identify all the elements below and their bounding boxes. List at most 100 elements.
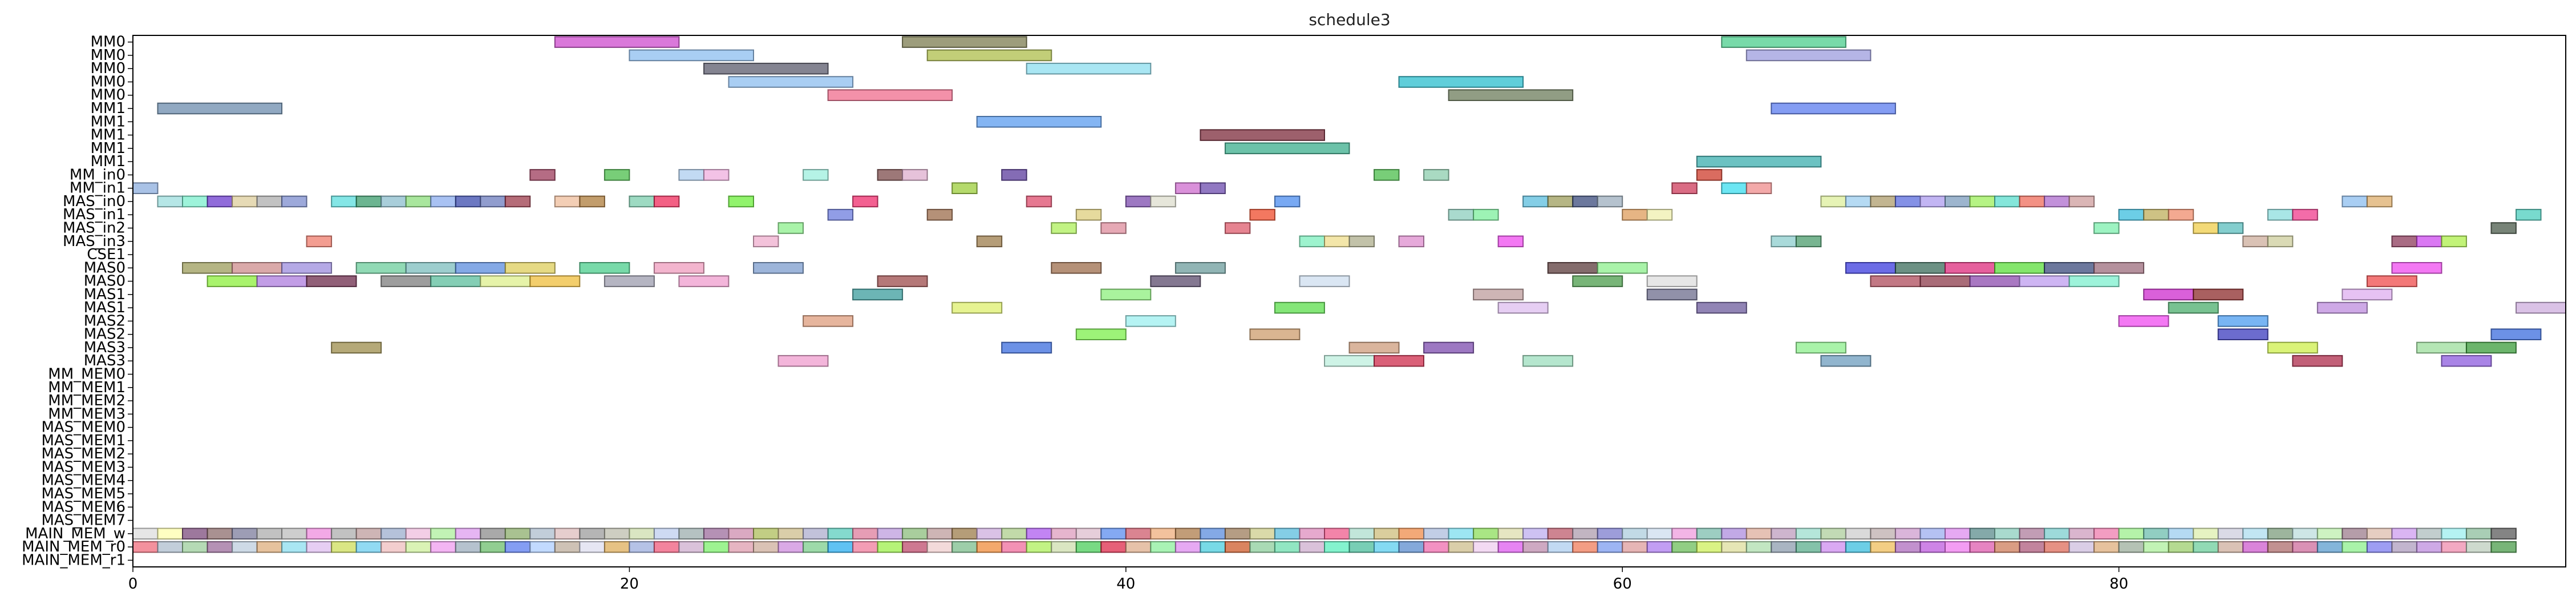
row-label: MM0: [91, 60, 125, 77]
task-bar: [2465, 541, 2492, 553]
task-bar: [2019, 528, 2046, 540]
task-bar: [182, 195, 208, 208]
task-bar: [678, 275, 730, 287]
task-bar: [554, 541, 581, 553]
task-bar: [2168, 301, 2219, 314]
task-bar: [1324, 541, 1350, 553]
task-bar: [2391, 235, 2417, 248]
task-bar: [728, 528, 754, 540]
task-bar: [1597, 262, 1648, 274]
task-bar: [1299, 528, 1325, 540]
task-bar: [1299, 275, 1350, 287]
row-label: MAS2: [84, 312, 125, 329]
task-bar: [902, 541, 928, 553]
task-bar: [728, 541, 754, 553]
task-bar: [1423, 528, 1449, 540]
task-bar: [1051, 262, 1102, 274]
row-label: MAIN_MEM_r0: [22, 538, 125, 555]
task-bar: [902, 528, 928, 540]
row-label: MAS1: [84, 299, 125, 316]
row-label: MAS3: [84, 339, 125, 356]
task-bar: [554, 36, 680, 48]
plot-frame: [132, 35, 2566, 567]
task-bar: [529, 528, 556, 540]
task-bar: [2490, 328, 2542, 341]
row-label: MAS_MEM5: [41, 485, 125, 502]
task-bar: [1894, 262, 1946, 274]
task-bar: [2217, 541, 2244, 553]
task-bar: [1696, 528, 1723, 540]
task-bar: [1001, 541, 1027, 553]
task-bar: [1547, 262, 1598, 274]
task-bar: [232, 541, 258, 553]
task-bar: [2242, 235, 2269, 248]
task-bar: [256, 195, 283, 208]
task-bar: [132, 541, 159, 553]
row-label: MAS_in1: [63, 206, 125, 223]
task-bar: [1150, 195, 1176, 208]
row-label: MM1: [91, 113, 125, 130]
task-bar: [1497, 301, 1549, 314]
task-bar: [2118, 208, 2145, 221]
row-labels: MM0MM0MM0MM0MM0MM1MM1MM1MM1MM1MM_in0MM_i…: [22, 34, 133, 569]
row-label: MM1: [91, 153, 125, 170]
task-bar: [1051, 541, 1077, 553]
task-bar: [2242, 541, 2269, 553]
task-bar: [1200, 541, 1226, 553]
task-bar: [1026, 528, 1052, 540]
row-label: MM_MEM3: [48, 405, 125, 422]
task-bar: [629, 195, 655, 208]
task-bar: [1745, 528, 1772, 540]
task-bar: [504, 541, 531, 553]
task-bar: [1497, 235, 1524, 248]
task-bar: [1125, 541, 1152, 553]
row-label: MAS0: [84, 273, 125, 290]
task-bar: [1348, 341, 1400, 354]
task-bar: [827, 89, 953, 101]
task-bar: [1125, 195, 1152, 208]
task-bar: [2292, 355, 2343, 367]
task-bar: [777, 355, 829, 367]
task-bar: [604, 528, 630, 540]
task-bar: [1622, 541, 1648, 553]
task-bar: [1473, 288, 1524, 301]
task-bar: [1224, 222, 1251, 234]
task-bar: [2316, 301, 2368, 314]
task-bar: [1721, 528, 1747, 540]
task-bar: [1324, 355, 1375, 367]
task-bar: [256, 541, 283, 553]
task-bar: [1224, 528, 1251, 540]
task-bar: [1001, 528, 1027, 540]
row-label: MM0: [91, 47, 125, 64]
task-bar: [1473, 541, 1499, 553]
task-bar: [1845, 541, 1872, 553]
task-bar: [703, 62, 829, 75]
task-bar: [1646, 541, 1673, 553]
task-bar: [1274, 528, 1301, 540]
task-bar: [2143, 528, 2169, 540]
task-bar: [157, 195, 183, 208]
task-bar: [1324, 235, 1350, 248]
task-bar: [554, 195, 581, 208]
task-bar: [2068, 541, 2095, 553]
task-bar: [1894, 528, 1921, 540]
task-bar: [430, 195, 456, 208]
task-bar: [1174, 541, 1201, 553]
row-label: MAS_MEM3: [41, 458, 125, 476]
task-bar: [1547, 541, 1574, 553]
task-bar: [2118, 541, 2145, 553]
task-bar: [877, 541, 904, 553]
task-bar: [1696, 541, 1723, 553]
task-bar: [2217, 222, 2244, 234]
task-bar: [504, 262, 556, 274]
task-bar: [182, 262, 233, 274]
task-bar: [157, 528, 183, 540]
task-bar: [529, 169, 556, 181]
task-bar: [355, 528, 382, 540]
task-bar: [2267, 528, 2294, 540]
row-label: MM_in1: [70, 180, 125, 197]
task-bar: [1522, 528, 1549, 540]
task-bar: [653, 541, 680, 553]
task-bar: [1150, 275, 1201, 287]
task-bar: [629, 49, 755, 62]
